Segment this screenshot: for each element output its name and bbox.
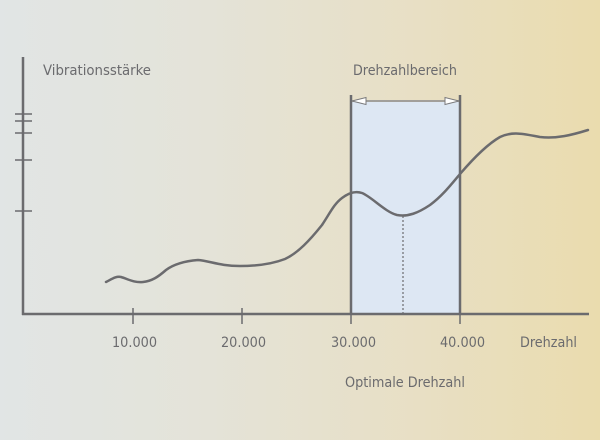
y-axis-label: Vibrationsstärke	[43, 63, 151, 79]
vibration-curve	[104, 128, 590, 284]
drehzahlbereich-range-box	[351, 102, 460, 314]
x-tick-label-20000: 20.000	[221, 335, 266, 351]
range-arrow-right-icon	[444, 96, 460, 106]
x-axis-ticks	[132, 308, 461, 324]
range-label: Drehzahlbereich	[353, 63, 457, 79]
x-tick-label-10000: 10.000	[112, 335, 157, 351]
optimal-drehzahl-label: Optimale Drehzahl	[345, 375, 465, 391]
x-tick-label-40000: 40.000	[440, 335, 485, 351]
x-tick-label-30000: 30.000	[331, 335, 376, 351]
range-arrow-left-icon	[351, 96, 367, 106]
x-axis-label: Drehzahl	[520, 335, 577, 351]
y-axis-ticks	[15, 113, 32, 212]
